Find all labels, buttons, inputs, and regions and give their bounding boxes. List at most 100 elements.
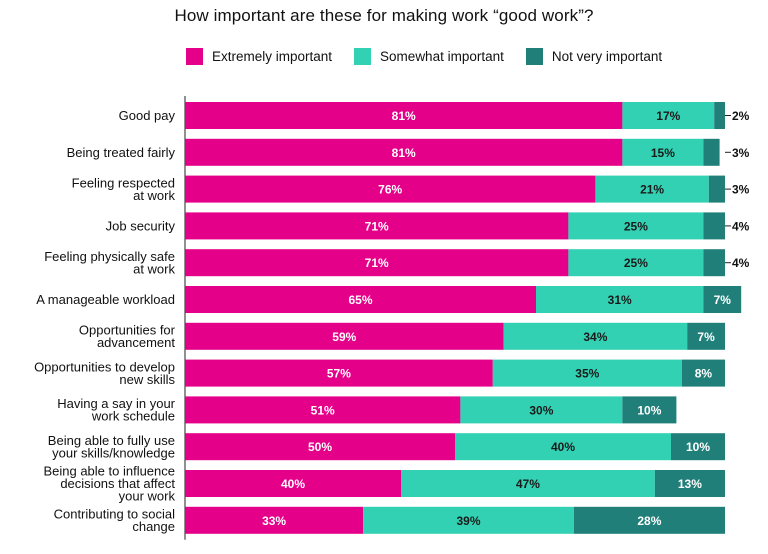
value-label-not-very: 10% <box>637 403 661 417</box>
value-label-not-very: 13% <box>678 477 702 491</box>
value-label-not-very: 8% <box>695 367 713 381</box>
legend-swatch-not-very <box>525 47 543 65</box>
category-label: your skills/knowledge <box>52 445 175 460</box>
bar-segment-not-very <box>703 212 725 240</box>
bar-segment-extremely <box>185 286 536 313</box>
category-label: advancement <box>97 335 175 350</box>
chart-title: How important are these for making work … <box>174 6 594 25</box>
bar-segment-somewhat <box>460 396 623 424</box>
legend: Extremely important Somewhat important N… <box>186 46 684 66</box>
bar-segment-not-very <box>703 249 725 277</box>
bar-segment-somewhat <box>492 359 682 387</box>
bar-segment-not-very <box>703 286 742 313</box>
bar-segment-somewhat <box>363 506 574 534</box>
value-label-somewhat: 30% <box>529 403 553 417</box>
category-label: A manageable workload <box>36 292 175 307</box>
bar-segment-not-very <box>714 102 725 129</box>
value-label-somewhat: 47% <box>516 477 540 491</box>
category-label: Opportunities for <box>79 323 176 338</box>
bar-segment-somewhat <box>503 322 688 350</box>
value-label-not-very: 3% <box>732 183 750 197</box>
legend-label-extremely: Extremely important <box>212 48 333 64</box>
bar-segment-extremely <box>185 396 461 424</box>
bar-segment-somewhat <box>536 286 704 313</box>
bar-segment-not-very <box>687 322 725 350</box>
value-label-somewhat: 15% <box>651 146 675 160</box>
value-label-extremely: 81% <box>392 146 416 160</box>
value-label-extremely: 71% <box>365 219 389 233</box>
legend-swatch-extremely <box>186 47 203 65</box>
category-label: Opportunities to develop <box>34 359 175 374</box>
category-label: decisions that affect <box>60 476 175 491</box>
value-label-extremely: 51% <box>311 403 335 417</box>
value-label-somewhat: 40% <box>551 440 575 454</box>
value-label-not-very: 10% <box>686 440 710 454</box>
category-label: at work <box>133 261 175 276</box>
bar-segment-extremely <box>185 506 364 534</box>
bar-segment-extremely <box>185 175 596 203</box>
category-label: Feeling physically safe <box>44 249 175 264</box>
category-label: Being able to influence <box>43 464 175 479</box>
value-label-somewhat: 39% <box>456 514 480 528</box>
bar-segment-extremely <box>185 138 623 166</box>
value-label-somewhat: 17% <box>656 109 680 123</box>
value-label-somewhat: 25% <box>624 219 648 233</box>
value-label-extremely: 81% <box>392 109 416 123</box>
value-label-extremely: 40% <box>281 477 305 491</box>
bar-segment-not-very <box>622 396 677 424</box>
value-label-not-very: 28% <box>637 514 661 528</box>
value-label-somewhat: 31% <box>608 293 632 307</box>
bar-segment-somewhat <box>622 102 715 129</box>
category-label: Job security <box>106 218 176 233</box>
bar-segment-extremely <box>185 470 401 497</box>
bar-segment-not-very <box>671 433 725 461</box>
bar-segment-somewhat <box>455 433 671 461</box>
legend-label-not-very: Not very important <box>551 48 663 64</box>
bar-segment-not-very <box>681 359 725 387</box>
category-label: change <box>132 519 175 534</box>
value-label-extremely: 50% <box>308 440 332 454</box>
legend-swatch-somewhat <box>354 47 372 65</box>
value-label-not-very: 4% <box>732 256 750 270</box>
value-label-extremely: 71% <box>365 256 389 270</box>
bar-segment-not-very <box>703 138 720 166</box>
category-label: Good pay <box>119 108 176 123</box>
legend-item-somewhat: Somewhat important <box>354 47 504 65</box>
value-label-somewhat: 25% <box>624 256 648 270</box>
bar-segment-somewhat <box>622 138 704 166</box>
legend-item-extremely: Extremely important <box>186 47 333 65</box>
value-label-extremely: 57% <box>327 367 351 381</box>
value-label-somewhat: 34% <box>583 330 607 344</box>
category-label: Being treated fairly <box>67 145 176 160</box>
category-label: new skills <box>119 372 175 387</box>
bar-segment-somewhat <box>568 249 704 277</box>
category-label: work schedule <box>91 409 175 424</box>
bar-segment-not-very <box>654 470 725 497</box>
value-label-somewhat: 35% <box>575 367 599 381</box>
bar-segment-extremely <box>185 249 569 277</box>
value-label-somewhat: 21% <box>640 183 664 197</box>
value-label-not-very: 7% <box>714 293 732 307</box>
bar-segment-not-very <box>573 506 725 534</box>
bar-segment-somewhat <box>595 175 709 203</box>
category-label: Having a say in your <box>57 396 175 411</box>
value-label-not-very: 4% <box>732 219 750 233</box>
value-label-not-very: 2% <box>732 109 750 123</box>
bar-segment-extremely <box>185 102 623 129</box>
category-label: Contributing to social <box>54 507 176 522</box>
value-label-not-very: 7% <box>697 330 715 344</box>
category-label: Being able to fully use <box>48 433 175 448</box>
legend-label-somewhat: Somewhat important <box>380 48 504 64</box>
bar-segment-extremely <box>185 359 493 387</box>
bar-segment-extremely <box>185 433 455 461</box>
value-label-not-very: 3% <box>732 146 750 160</box>
bar-segment-extremely <box>185 322 504 350</box>
bar-segment-not-very <box>708 175 725 203</box>
value-label-extremely: 33% <box>262 514 286 528</box>
category-label: Feeling respected <box>72 175 175 190</box>
bar-segment-somewhat <box>401 470 655 497</box>
value-label-extremely: 59% <box>332 330 356 344</box>
bar-segment-somewhat <box>568 212 704 240</box>
bar-segment-extremely <box>185 212 569 240</box>
